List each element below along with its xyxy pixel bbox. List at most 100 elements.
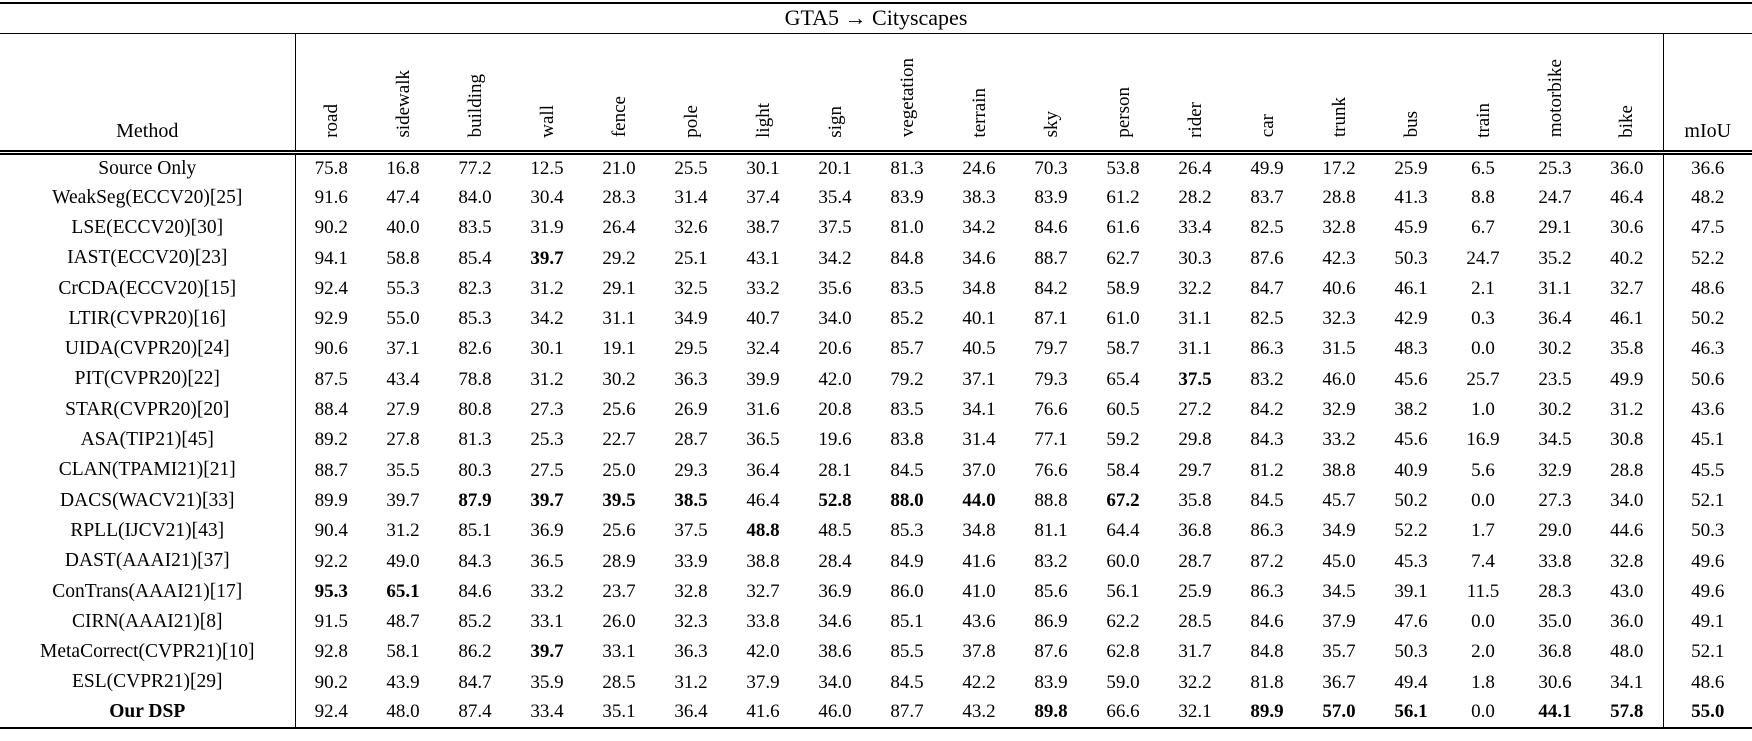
col-header-person: person <box>1087 33 1159 155</box>
value-cell-sky: 84.2 <box>1034 277 1068 299</box>
value-cell-wall: 36.5 <box>530 550 564 572</box>
miou-cell: 50.6 <box>1662 364 1752 395</box>
value-cell-sign: 42.0 <box>818 368 852 390</box>
value-cell-sky: 87.6 <box>1034 641 1068 663</box>
table-row: LTIR(CVPR20)[16] 92.9 55.0 85.3 34.2 31.1 34.9… <box>0 303 1752 334</box>
value-cell-pole: 34.9 <box>674 308 708 330</box>
value-cell-rider: 37.5 <box>1178 368 1212 390</box>
value-cell-road: 88.4 <box>314 399 348 421</box>
col-header-label: pole <box>680 104 702 138</box>
value-cell-rider: 31.7 <box>1178 641 1212 663</box>
value-cell-wall: 36.9 <box>530 520 564 542</box>
value-cell-light: 48.8 <box>746 520 780 542</box>
value-cell-vegetation: 81.0 <box>890 217 924 239</box>
title-row: GTA5 → Cityscapes <box>0 2 1752 34</box>
value-cell-wall: 12.5 <box>530 157 564 179</box>
value-cell-rider: 32.2 <box>1178 671 1212 693</box>
value-cell-sidewalk: 37.1 <box>386 338 420 360</box>
value-cell-car: 86.3 <box>1250 338 1284 360</box>
method-cell: WeakSeg(ECCV20)[25] <box>0 182 296 213</box>
value-cell-building: 85.3 <box>458 308 492 330</box>
value-cell-sign: 19.6 <box>818 429 852 451</box>
value-cell-sidewalk: 49.0 <box>386 550 420 572</box>
value-cell-light: 36.5 <box>746 429 780 451</box>
value-cell-train: 16.9 <box>1466 429 1500 451</box>
value-cell-bus: 52.2 <box>1394 520 1428 542</box>
value-cell-car: 49.9 <box>1250 157 1284 179</box>
col-header-label: vegetation <box>896 58 918 138</box>
value-cell-bus: 50.2 <box>1394 489 1428 511</box>
header-row: Method road sidewalk building wall fence pole… <box>0 33 1752 155</box>
value-cell-sidewalk: 48.0 <box>367 697 439 729</box>
value-cell-building: 87.4 <box>439 697 511 729</box>
table-row: ESL(CVPR21)[29] 90.2 43.9 84.7 35.9 28.5 31.2 3… <box>0 667 1752 698</box>
value-cell-motorbike: 33.8 <box>1538 550 1572 572</box>
value-cell-bike: 28.8 <box>1610 459 1644 481</box>
value-cell-person: 58.4 <box>1106 459 1140 481</box>
value-cell-road: 90.2 <box>314 671 348 693</box>
col-header-label: sidewalk <box>392 69 414 138</box>
method-cell: STAR(CVPR20)[20] <box>0 394 296 425</box>
value-cell-light: 41.6 <box>727 697 799 729</box>
value-cell-car: 83.7 <box>1250 186 1284 208</box>
value-cell-building: 83.5 <box>458 217 492 239</box>
table-row: Source Only 75.8 16.8 77.2 12.5 21.0 25.5 30.1 2… <box>0 152 1752 183</box>
value-cell-car: 84.3 <box>1250 429 1284 451</box>
value-cell-rider: 30.3 <box>1178 247 1212 269</box>
value-cell-trunk: 40.6 <box>1322 277 1356 299</box>
value-cell-road: 92.8 <box>314 641 348 663</box>
miou-cell: 48.6 <box>1662 667 1752 698</box>
value-cell-sidewalk: 31.2 <box>386 520 420 542</box>
value-cell-motorbike: 30.2 <box>1538 399 1572 421</box>
miou-cell: 55.0 <box>1662 697 1752 729</box>
value-cell-wall: 33.1 <box>530 611 564 633</box>
value-cell-sidewalk: 43.9 <box>386 671 420 693</box>
value-cell-terrain: 37.1 <box>962 368 996 390</box>
value-cell-bike: 34.0 <box>1610 489 1644 511</box>
col-header-label: fence <box>608 96 630 138</box>
value-cell-bike: 36.0 <box>1610 157 1644 179</box>
value-cell-motorbike: 36.4 <box>1538 308 1572 330</box>
value-cell-sky: 89.8 <box>1015 697 1087 729</box>
value-cell-building: 85.4 <box>458 247 492 269</box>
value-cell-bus: 40.9 <box>1394 459 1428 481</box>
value-cell-vegetation: 83.5 <box>890 277 924 299</box>
value-cell-light: 36.4 <box>746 459 780 481</box>
value-cell-trunk: 46.0 <box>1322 368 1356 390</box>
col-header-pole: pole <box>655 33 727 155</box>
value-cell-person: 64.4 <box>1106 520 1140 542</box>
value-cell-motorbike: 35.2 <box>1538 247 1572 269</box>
value-cell-pole: 29.3 <box>674 459 708 481</box>
value-cell-sign: 20.6 <box>818 338 852 360</box>
value-cell-trunk: 45.7 <box>1322 489 1356 511</box>
value-cell-pole: 33.9 <box>674 550 708 572</box>
value-cell-fence: 25.6 <box>602 520 636 542</box>
value-cell-fence: 28.3 <box>602 186 636 208</box>
value-cell-sky: 84.6 <box>1034 217 1068 239</box>
value-cell-wall: 33.4 <box>511 697 583 729</box>
col-header-trunk: trunk <box>1303 33 1375 155</box>
value-cell-bike: 40.2 <box>1610 247 1644 269</box>
value-cell-pole: 32.5 <box>674 277 708 299</box>
method-cell: Our DSP <box>0 697 296 729</box>
value-cell-person: 67.2 <box>1106 489 1140 511</box>
value-cell-wall: 31.2 <box>530 368 564 390</box>
col-header-bus: bus <box>1375 33 1447 155</box>
value-cell-fence: 26.0 <box>602 611 636 633</box>
col-header-label: person <box>1112 86 1134 138</box>
col-header-sidewalk: sidewalk <box>367 33 439 155</box>
value-cell-vegetation: 85.7 <box>890 338 924 360</box>
method-cell: ASA(TIP21)[45] <box>0 424 296 455</box>
col-header-train: train <box>1447 33 1519 155</box>
value-cell-road: 92.9 <box>314 308 348 330</box>
value-cell-bike: 32.7 <box>1610 277 1644 299</box>
value-cell-trunk: 34.5 <box>1322 580 1356 602</box>
method-cell: LTIR(CVPR20)[16] <box>0 303 296 334</box>
miou-cell: 48.6 <box>1662 273 1752 304</box>
value-cell-building: 85.1 <box>458 520 492 542</box>
col-header-label: sky <box>1040 111 1062 138</box>
value-cell-rider: 31.1 <box>1178 338 1212 360</box>
value-cell-bike: 30.8 <box>1610 429 1644 451</box>
col-header-label: terrain <box>968 87 990 138</box>
value-cell-sidewalk: 40.0 <box>386 217 420 239</box>
